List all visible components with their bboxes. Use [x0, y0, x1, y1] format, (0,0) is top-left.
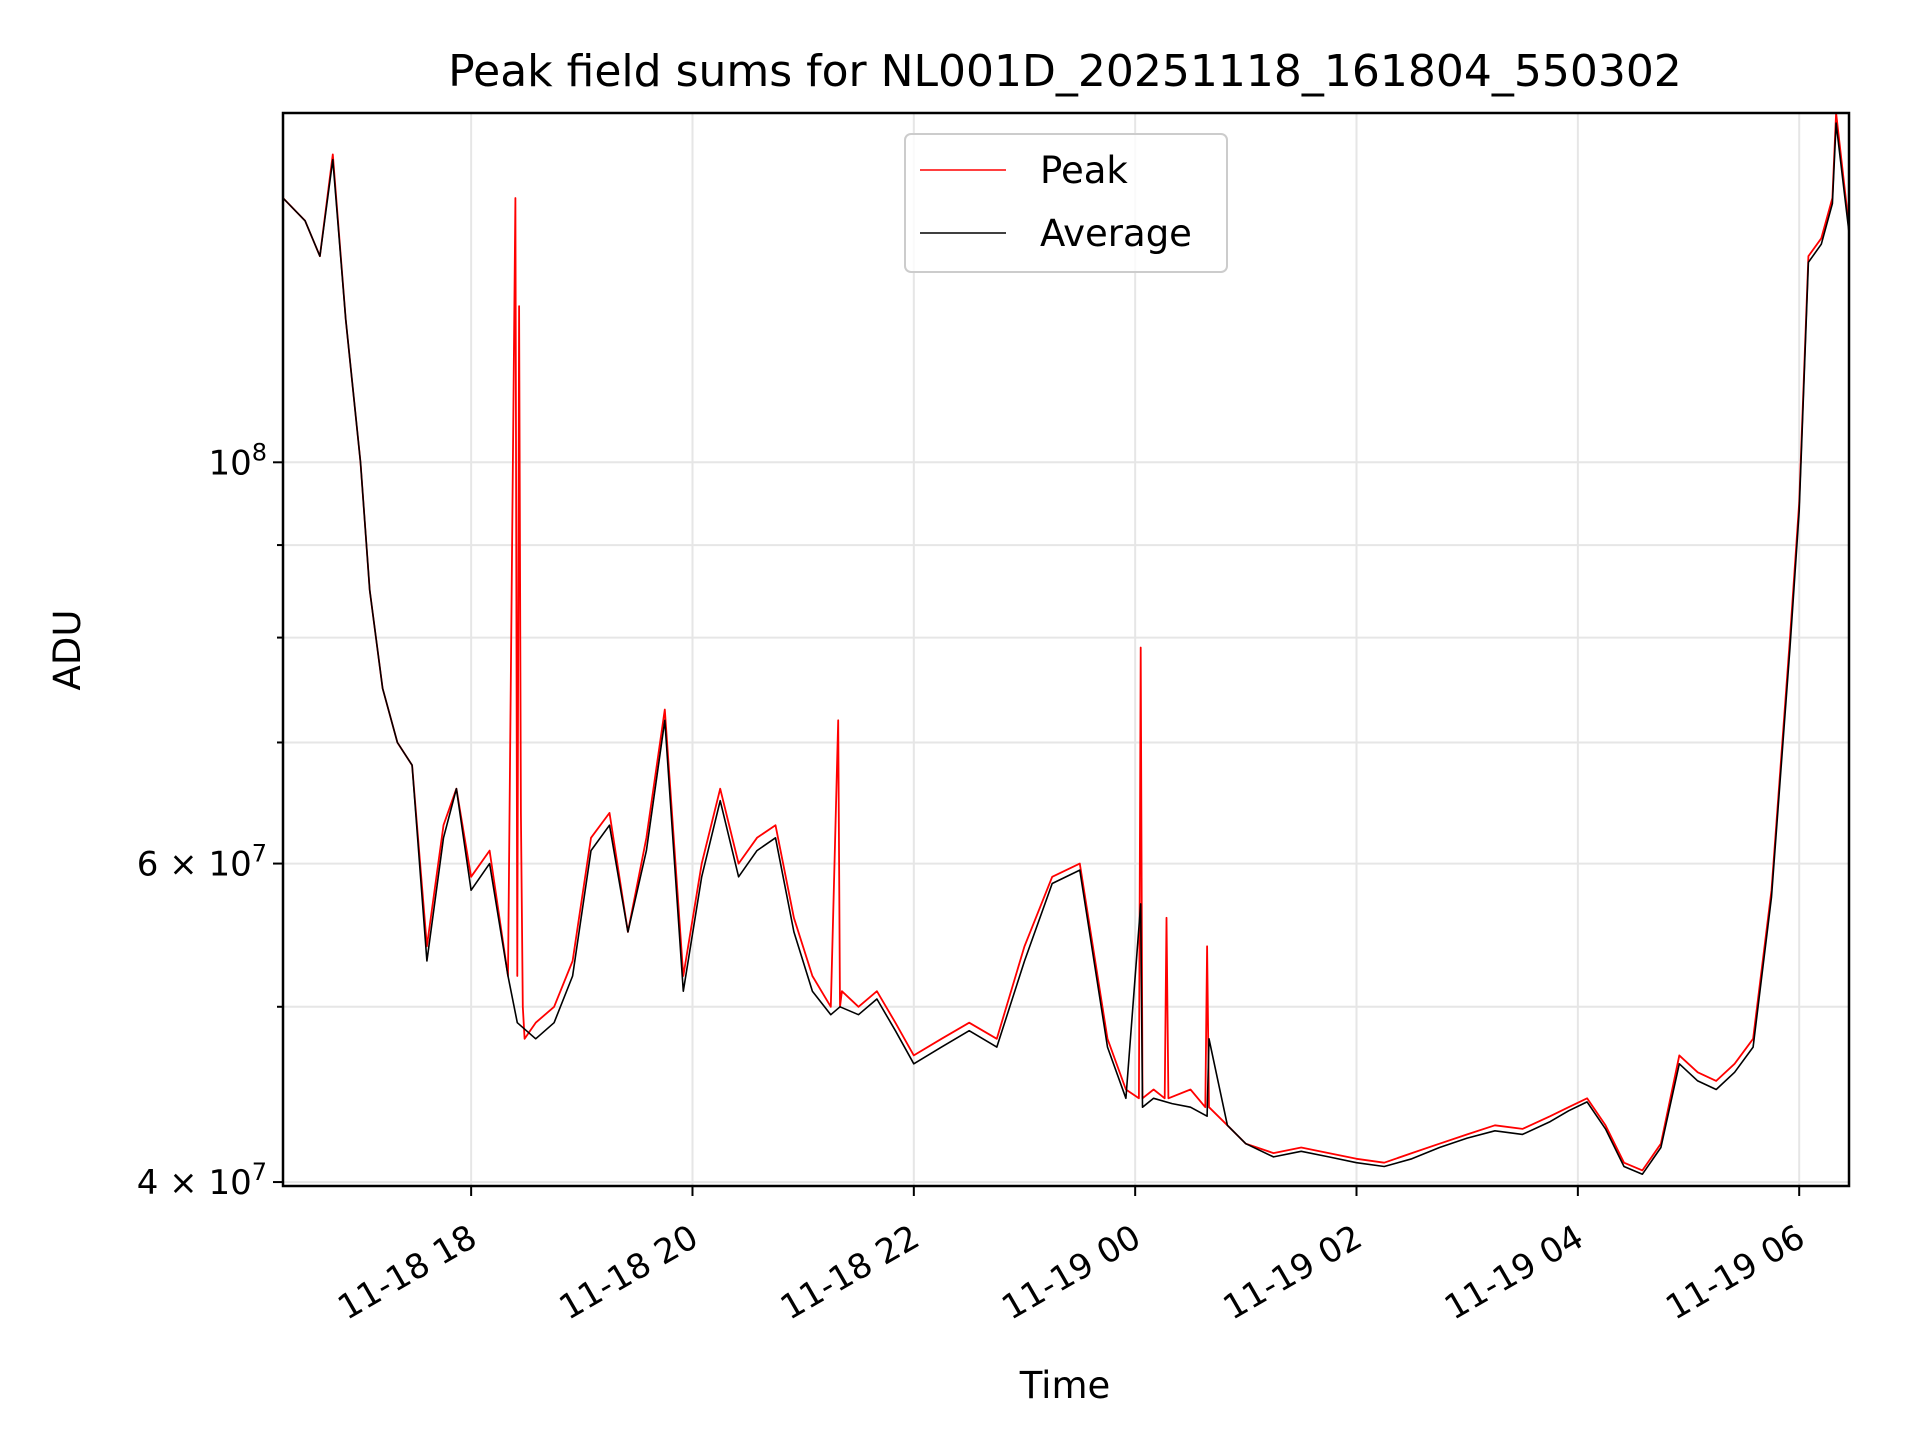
y-tick-label: 4 × 107 — [137, 1158, 267, 1203]
y-tick-base: 10 — [208, 443, 251, 483]
y-tick-label: 6 × 107 — [137, 840, 267, 885]
grid — [283, 113, 1849, 1186]
y-tick-label: 108 — [208, 438, 267, 483]
series-line-average — [282, 122, 1850, 1175]
legend-label-peak: Peak — [1040, 149, 1128, 192]
plot-area — [282, 112, 1850, 1175]
y-axis-label: ADU — [46, 610, 89, 691]
legend: Peak Average — [904, 133, 1228, 273]
chart-title: Peak field sums for NL001D_20251118_1618… — [448, 46, 1682, 97]
x-axis-label: Time — [1019, 1364, 1111, 1407]
series-line-peak — [282, 112, 1850, 1172]
legend-box — [904, 133, 1228, 273]
y-tick-base: 6 × 10 — [137, 845, 252, 885]
legend-label-average: Average — [1040, 212, 1192, 255]
y-tick-base: 4 × 10 — [137, 1163, 252, 1203]
y-tick-exponent: 7 — [252, 840, 267, 868]
y-tick-exponent: 8 — [252, 438, 267, 466]
y-tick-exponent: 7 — [252, 1158, 267, 1186]
plot-frame — [281, 111, 1851, 1188]
